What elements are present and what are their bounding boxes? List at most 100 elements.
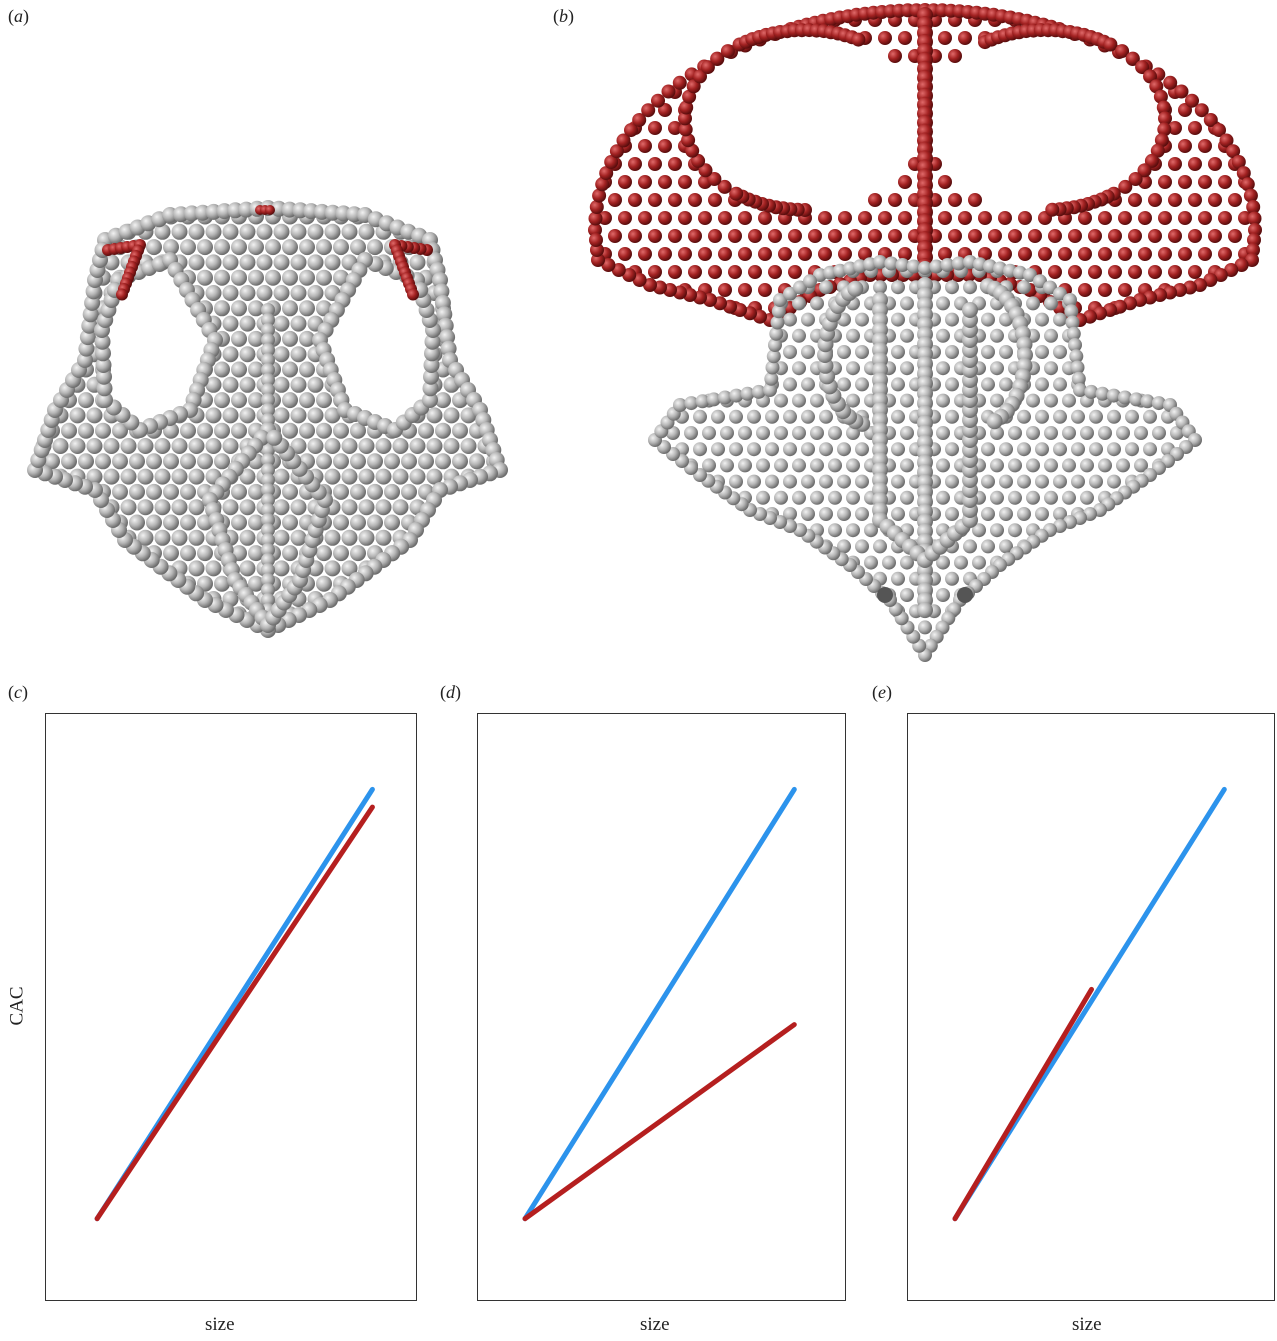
skull-sphere xyxy=(273,223,290,240)
skull-sphere xyxy=(864,555,878,570)
skull-sphere xyxy=(261,573,275,587)
frill-sphere xyxy=(1188,193,1202,207)
frill-sphere xyxy=(768,229,782,243)
frill-sphere xyxy=(1118,179,1133,194)
skull-sphere xyxy=(222,376,239,393)
skull-sphere xyxy=(435,392,451,409)
frill-sphere xyxy=(1240,177,1255,192)
frill-sphere xyxy=(628,157,642,171)
skull-sphere xyxy=(188,223,205,240)
skull-sphere xyxy=(282,392,298,409)
frill-sphere xyxy=(838,211,852,225)
frill-sphere xyxy=(265,205,275,215)
frill-sphere xyxy=(1137,163,1152,178)
frill-sphere xyxy=(693,69,707,84)
frill-sphere xyxy=(1115,44,1130,59)
frill-sphere xyxy=(1158,111,1172,126)
frill-sphere xyxy=(609,144,624,159)
skull-sphere xyxy=(1044,393,1058,408)
skull-sphere xyxy=(290,346,307,363)
skull-sphere xyxy=(239,254,256,271)
skull-sphere xyxy=(163,514,179,531)
skull-sphere xyxy=(783,409,797,424)
frill-sphere xyxy=(1138,247,1152,261)
skull-sphere xyxy=(765,360,780,375)
skull-sphere xyxy=(171,499,188,516)
frill-sphere xyxy=(938,211,952,225)
skull-sphere xyxy=(1017,507,1031,521)
skull-sphere xyxy=(747,442,761,457)
skull-sphere xyxy=(936,328,950,343)
frill-sphere xyxy=(808,229,822,243)
skull-sphere xyxy=(188,468,205,485)
skull-sphere xyxy=(350,422,366,439)
skull-sphere xyxy=(981,442,995,457)
skull-sphere xyxy=(261,513,275,527)
skull-sphere xyxy=(891,409,905,424)
frill-sphere xyxy=(688,265,702,279)
plot-d xyxy=(477,713,846,1301)
plot-frame xyxy=(907,713,1275,1301)
skull-sphere xyxy=(917,602,933,619)
skull-sphere xyxy=(409,254,426,271)
skull-sphere xyxy=(469,453,485,470)
frill-sphere xyxy=(599,166,614,181)
skull-sphere xyxy=(154,529,171,546)
skull-sphere xyxy=(324,560,341,577)
frill-sphere xyxy=(588,211,603,226)
frill-sphere xyxy=(1234,258,1249,272)
skull-sphere xyxy=(1125,442,1139,457)
frill-sphere xyxy=(838,247,852,261)
skull-sphere xyxy=(299,269,315,286)
skull-sphere xyxy=(261,313,275,327)
frill-sphere xyxy=(1203,273,1218,287)
frill-sphere xyxy=(1078,247,1092,261)
x-axis-label: size xyxy=(1072,1314,1102,1335)
skull-sphere xyxy=(86,468,103,485)
frill-sphere xyxy=(708,193,722,207)
skull-sphere xyxy=(422,392,438,408)
skull-sphere xyxy=(239,560,256,577)
skull-sphere xyxy=(261,493,275,507)
skull-sphere xyxy=(299,392,315,409)
frill-sphere xyxy=(1150,143,1165,158)
frill-sphere xyxy=(708,229,722,243)
skull-sphere xyxy=(756,458,770,473)
skull-sphere xyxy=(95,422,111,439)
skull-sphere xyxy=(936,490,950,505)
skull-sphere xyxy=(163,239,179,256)
skull-sphere xyxy=(261,583,275,597)
frill-sphere xyxy=(698,247,712,261)
skull-sphere xyxy=(290,285,307,301)
plot-frame xyxy=(45,713,417,1301)
frill-sphere xyxy=(938,31,952,45)
frill-sphere xyxy=(611,263,626,277)
skull-sphere xyxy=(273,285,290,301)
skull-sphere xyxy=(999,474,1013,489)
frill-sphere xyxy=(1174,84,1189,99)
skull-sphere xyxy=(78,422,94,439)
skull-sphere xyxy=(1043,280,1057,295)
skull-sphere xyxy=(774,426,788,440)
skull-sphere xyxy=(188,529,205,546)
skull-sphere xyxy=(828,426,842,440)
frill-sphere xyxy=(1188,121,1202,135)
series-line-1 xyxy=(522,1022,797,1222)
frill-sphere xyxy=(1224,263,1239,277)
skull-sphere xyxy=(837,507,851,521)
skull-sphere xyxy=(350,483,366,500)
frill-sphere xyxy=(641,103,656,118)
skull-sphere xyxy=(793,280,807,295)
frill-sphere xyxy=(1154,133,1169,148)
skull-sphere xyxy=(945,474,959,489)
skull-sphere xyxy=(299,330,315,347)
frill-sphere xyxy=(988,229,1002,243)
skull-sphere xyxy=(120,468,137,485)
frill-sphere xyxy=(948,193,962,207)
skull-sphere xyxy=(837,539,851,554)
skull-sphere xyxy=(945,312,959,327)
frill-sphere xyxy=(851,32,866,47)
frill-sphere xyxy=(1038,247,1052,261)
skull-sphere xyxy=(792,361,806,376)
frill-sphere xyxy=(678,111,692,126)
